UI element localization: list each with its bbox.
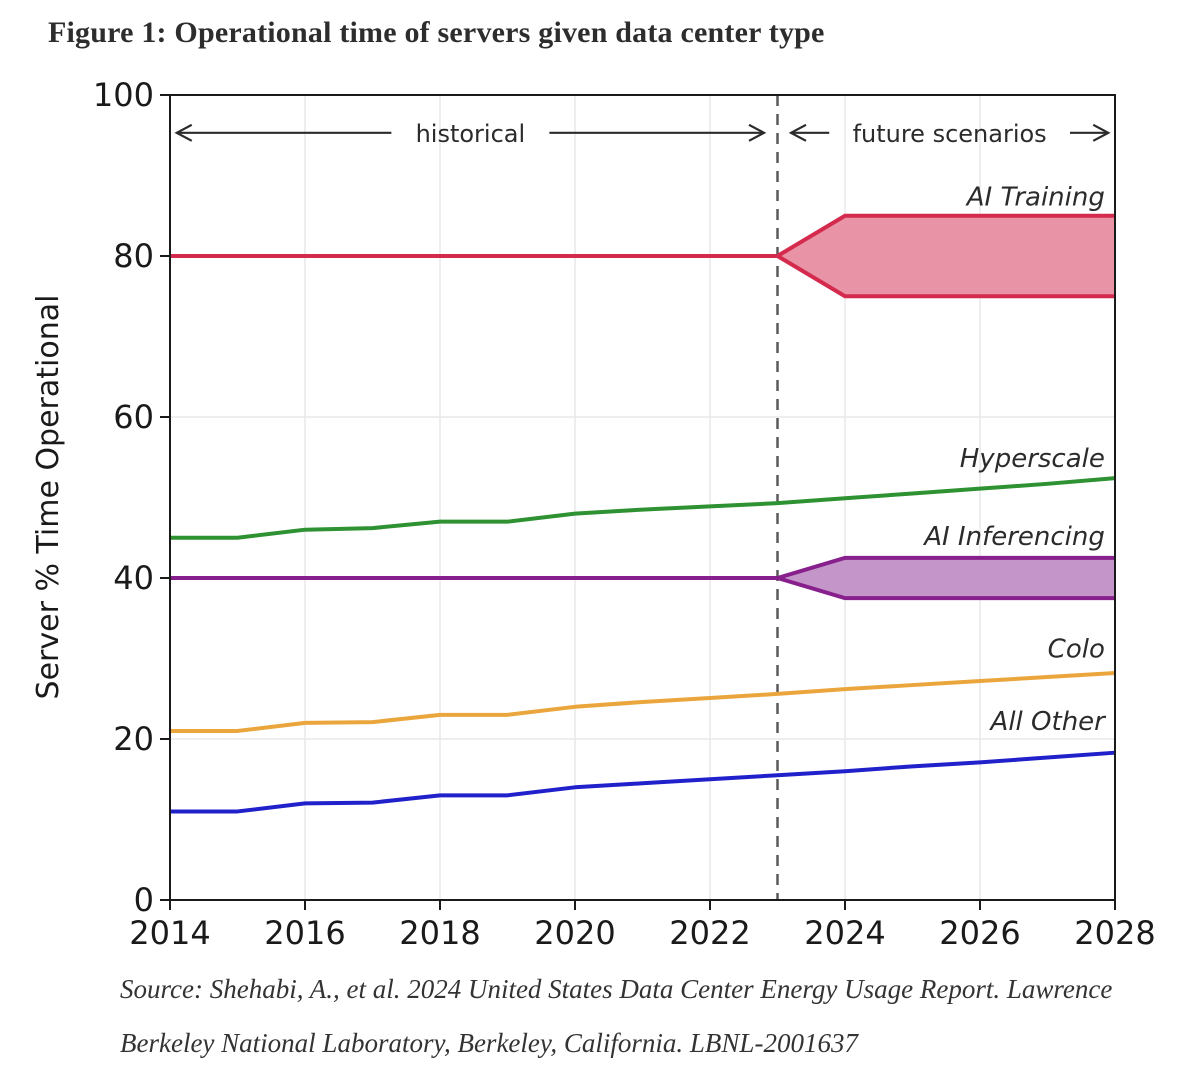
source-line-2: Berkeley National Laboratory, Berkeley, … [120,1028,858,1058]
x-tick-label: 2026 [939,914,1020,952]
arrow-left-icon [174,123,193,142]
band-lower-edge [776,254,1115,299]
series-label-colo: Colo [1048,635,1105,665]
band-upper-edge [776,555,1115,580]
plot-frame [169,94,1116,901]
arrow-right-icon [1092,123,1111,142]
y-tick-label: 20 [113,720,154,758]
series-line-all-other [170,750,1116,814]
series-line-colo [170,670,1116,733]
y-tick-label: 40 [113,559,154,597]
x-tick-label: 2016 [264,914,345,952]
arrow-right-icon [748,123,767,142]
series-label-hyperscale: Hyperscale [960,444,1105,474]
x-tick-label: 2022 [669,914,750,952]
y-tick-label: 100 [93,76,154,114]
band-upper-edge [776,213,1115,258]
x-tick-label: 2024 [804,914,885,952]
series-line-hyperscale [170,476,1116,540]
y-tick-label: 60 [113,398,154,436]
source-line-1: Source: Shehabi, A., et al. 2024 United … [120,974,1113,1004]
arrow-left-icon [788,123,807,142]
figure-title: Figure 1: Operational time of servers gi… [48,16,825,49]
series-label-all-other: All Other [989,707,1108,737]
annotation-label: future scenarios [853,120,1047,148]
series-label-ai-training: AI Training [965,182,1105,212]
band-ai-inferencing [777,557,1115,599]
source-text: Source: Shehabi, A., et al. 2024 United … [120,962,1140,1070]
x-tick-label: 2020 [534,914,615,952]
x-tick-label: 2018 [399,914,480,952]
annotation-label: historical [416,120,526,148]
y-tick-label: 0 [134,881,154,919]
band-lower-edge [776,576,1115,601]
y-tick-label: 80 [113,237,154,275]
series-label-ai-inferencing: AI Inferencing [922,522,1105,552]
x-tick-label: 2028 [1074,914,1155,952]
x-tick-label: 2014 [129,914,210,952]
band-ai-training [777,215,1115,297]
y-axis-title: Server % Time Operational [31,295,66,700]
